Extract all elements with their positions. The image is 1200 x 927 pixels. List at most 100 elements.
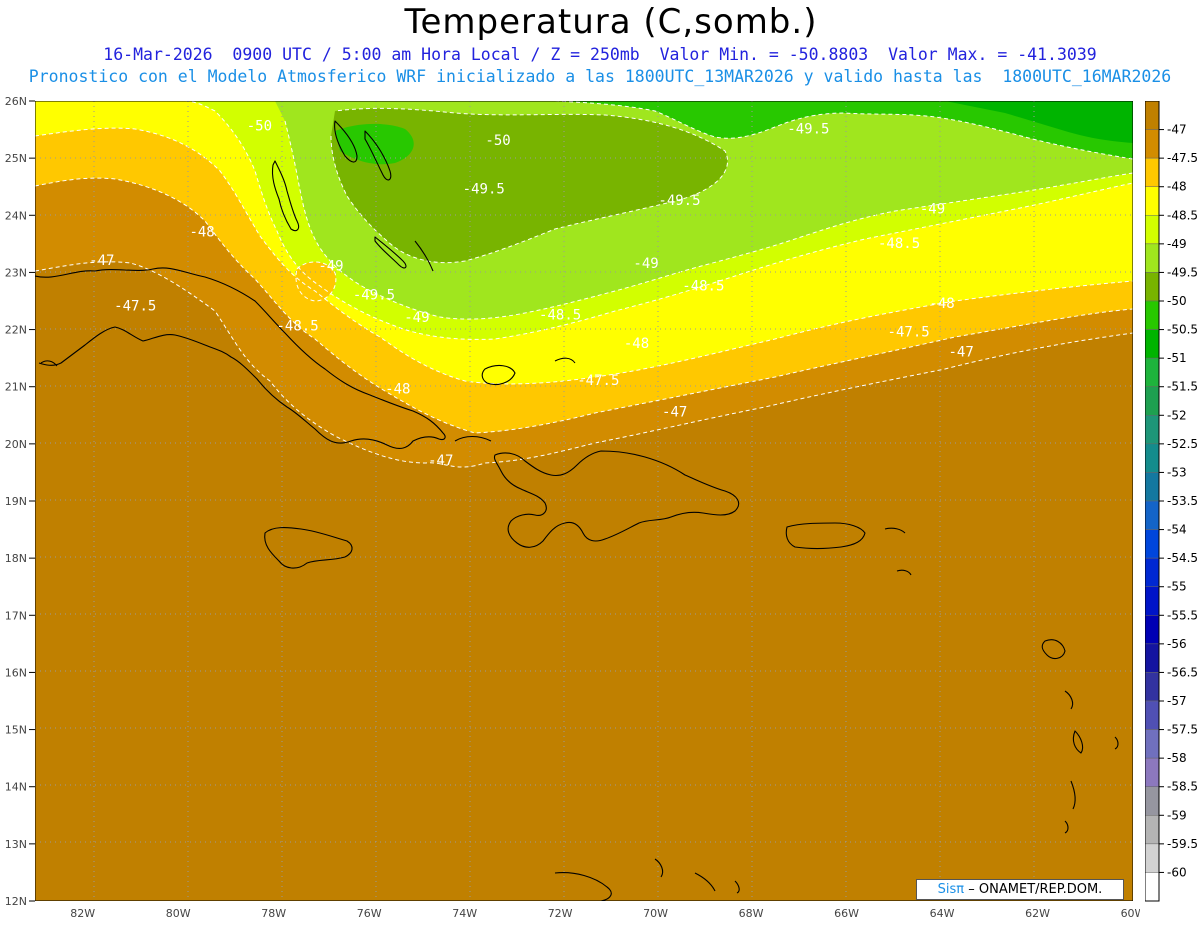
temperature-shading <box>35 101 1133 901</box>
aruba <box>654 858 664 878</box>
jamaica <box>264 526 353 569</box>
colorbar-swatch <box>1145 815 1160 845</box>
model-info-subtitle: Pronostico con el Modelo Atmosferico WRF… <box>28 67 1172 86</box>
grenada <box>1064 820 1069 834</box>
venezuela-aruba-curacao <box>554 872 612 901</box>
temperature-map: -50 -50 -49.5 -49.5 -49.5 -49 -48.5 -48 -47 -49 -4… <box>35 101 1133 901</box>
contour-label: -50 <box>485 133 510 149</box>
colorbar-label: -54 <box>1167 523 1187 537</box>
andros <box>271 160 300 232</box>
lon-label: 82W <box>70 907 95 920</box>
credit-box: Sisπ – ONAMET/REP.DOM. <box>916 879 1124 900</box>
contour-label: -49 <box>920 202 945 218</box>
colorbar-label: -50.5 <box>1167 323 1198 337</box>
colorbar-label: -57 <box>1167 694 1187 708</box>
colorbar-label: -51 <box>1167 351 1187 365</box>
contour-lines <box>35 101 1133 468</box>
puerto-rico <box>785 522 866 550</box>
bonaire <box>734 880 740 894</box>
colorbar-swatch <box>1145 672 1160 702</box>
colorbar-label: -55.5 <box>1167 608 1198 622</box>
band-50-5 <box>555 101 1133 159</box>
lat-label: 15N <box>5 724 27 737</box>
colorbar-swatch <box>1145 357 1160 387</box>
colorbar-swatch <box>1145 443 1160 473</box>
hispaniola <box>493 450 740 548</box>
colorbar-swatch <box>1145 872 1160 902</box>
contour-label: -47 <box>948 344 973 360</box>
colorbar-label: -60 <box>1167 865 1187 879</box>
colorbar-swatch <box>1145 300 1160 330</box>
colorbar-swatch <box>1145 472 1160 502</box>
colorbar-label: -48.5 <box>1167 208 1198 222</box>
latitude-axis: 26N 25N 24N 23N 22N 21N 20N 19N 18N 17N 16N 15N 14N 1… <box>5 95 35 908</box>
colorbar-swatch <box>1145 101 1160 130</box>
colorbar-label: -57.5 <box>1167 723 1198 737</box>
colorbar-label: -47.5 <box>1167 151 1198 165</box>
lat-label: 21N <box>5 381 27 394</box>
contour-label: -49.5 <box>787 122 829 138</box>
colorbar-label: -59.5 <box>1167 837 1198 851</box>
contour-label: -47.5 <box>888 324 930 340</box>
st-martin <box>896 569 912 576</box>
sispi-logo: Sisπ <box>937 882 965 897</box>
colorbar-label: -58 <box>1167 751 1187 765</box>
band-51 <box>945 101 1133 143</box>
band-50-patch <box>335 123 414 165</box>
eleuthera <box>364 130 392 181</box>
contour-label: -47 <box>89 253 114 269</box>
lat-label: 25N <box>5 152 27 165</box>
colorbar-label: -53 <box>1167 465 1187 479</box>
lat-label: 23N <box>5 266 27 279</box>
colorbar-label: -59 <box>1167 808 1187 822</box>
colorbar-swatch <box>1145 843 1160 873</box>
contour-label: -48 <box>624 336 649 352</box>
colorbar-swatch <box>1145 529 1160 559</box>
curacao <box>694 872 716 892</box>
lon-label: 64W <box>930 907 955 920</box>
contour-label: -48 <box>929 296 954 312</box>
colorbar-swatch <box>1145 215 1160 245</box>
colorbar-swatch <box>1145 729 1160 759</box>
contour-label: -48.5 <box>878 236 920 252</box>
lat-label: 22N <box>5 324 27 337</box>
colorbar-swatch <box>1145 500 1160 530</box>
lon-label: 80W <box>166 907 191 920</box>
colorbar-swatch <box>1145 329 1160 359</box>
colorbar-swatch <box>1145 615 1160 645</box>
contour-label: -48.5 <box>682 279 724 295</box>
colorbar-swatch <box>1145 157 1160 187</box>
colorbar-label: -48 <box>1167 180 1187 194</box>
lon-label: 62W <box>1025 907 1050 920</box>
contour-label: -48 <box>385 382 410 398</box>
colorbar-swatch <box>1145 757 1160 787</box>
colorbar-label: -53.5 <box>1167 494 1198 508</box>
contour-labels: -50 -50 -49.5 -49.5 -49.5 -49 -48.5 -48 -47 -49 -4… <box>89 119 974 469</box>
colorbar-label: -55 <box>1167 580 1187 594</box>
colorbar-swatch <box>1145 786 1160 816</box>
contour-label: -49.5 <box>463 182 505 198</box>
lon-label: 78W <box>261 907 286 920</box>
lon-label: 76W <box>357 907 382 920</box>
isla-juventud <box>40 360 58 367</box>
lon-label: 70W <box>643 907 668 920</box>
haiti-north-coast <box>454 435 492 442</box>
lat-label: 26N <box>5 95 27 108</box>
abaco <box>334 120 358 163</box>
colorbar-label: -58.5 <box>1167 780 1198 794</box>
lat-label: 19N <box>5 495 27 508</box>
lon-label: 74W <box>452 907 477 920</box>
lon-label: 66W <box>834 907 859 920</box>
lat-label: 16N <box>5 666 27 679</box>
lon-label: 60W <box>1121 907 1140 920</box>
map-title: Temperatura (C,somb.) <box>404 2 818 42</box>
colorbar-swatch <box>1145 700 1160 730</box>
colorbar-label: -52 <box>1167 408 1187 422</box>
leeward-guadeloupe <box>1041 639 1066 660</box>
colorbar-swatch <box>1145 557 1160 587</box>
contour-label: -47.5 <box>577 373 619 389</box>
contour-label: -49 <box>318 259 343 275</box>
lat-label: 14N <box>5 781 27 794</box>
st-vincent-grenadines <box>1070 780 1076 810</box>
inagua <box>481 364 516 386</box>
